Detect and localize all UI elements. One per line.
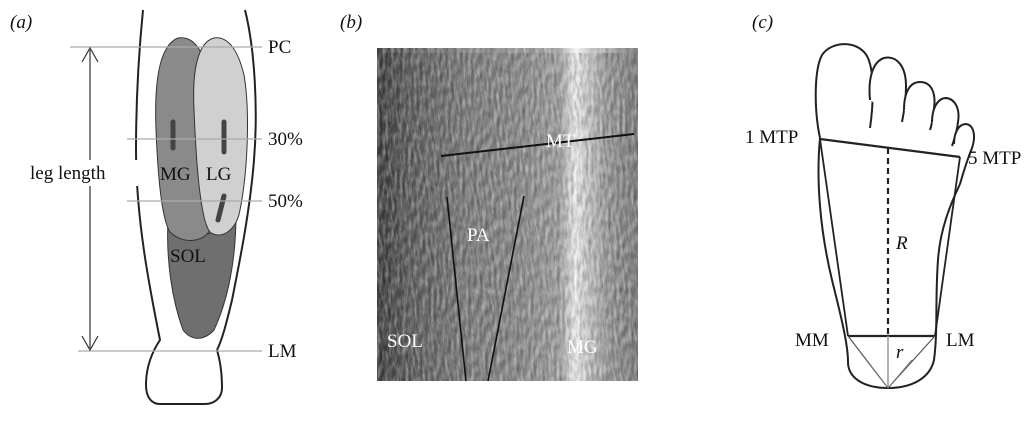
panel-c: (c) 1 MTP 5 MTP R r MM LM [745, 12, 1021, 390]
panel-c-tag: (c) [752, 12, 773, 33]
toe-3 [903, 80, 936, 131]
pa-line-right [487, 195, 525, 382]
sol-label-a: SOL [170, 246, 206, 267]
sol-label-b: SOL [387, 331, 423, 352]
lg-marker-lower [215, 193, 227, 223]
medial-line [819, 138, 849, 337]
r-label: r [896, 342, 904, 363]
lg-muscle [193, 37, 248, 236]
mt-line [440, 133, 635, 157]
foot-outline [817, 137, 961, 390]
label-30pct: 30% [268, 129, 303, 150]
heel-line-inner-right [887, 359, 913, 389]
R-label: R [895, 233, 908, 254]
lm-label-a: LM [268, 341, 297, 362]
panel-a: (a) leg length PC 30% 50% LM MG LG SOL [10, 9, 303, 405]
leg-length-label: leg length [30, 163, 106, 184]
panel-a-tag: (a) [10, 12, 32, 33]
leg-outline-left [134, 9, 224, 405]
mtp-line [819, 137, 961, 159]
pa-label: PA [467, 225, 490, 246]
mt-label: MT [546, 131, 575, 152]
lg-label-a: LG [206, 164, 232, 185]
mg-label-a: MG [160, 164, 191, 185]
mg-label-b: MG [567, 337, 598, 358]
toe-2 [868, 56, 908, 123]
mtp1-label: 1 MTP [745, 127, 798, 148]
panel-b: (b) MT PA SOL MG [340, 12, 638, 382]
toe-1 [814, 43, 874, 139]
pa-line-left [446, 196, 467, 382]
ultrasound-image [377, 48, 638, 381]
leg-length-label-bg [28, 160, 138, 186]
lm-label-c: LM [946, 330, 975, 351]
panel-b-tag: (b) [340, 12, 362, 33]
heel-line-inner-left [865, 359, 889, 389]
leg-outline-right [216, 9, 257, 351]
mtp5-label: 5 MTP [968, 148, 1021, 169]
arrow-head-bottom [81, 335, 99, 352]
lateral-line [934, 156, 961, 337]
arrow-head-top [81, 46, 99, 63]
pc-label: PC [268, 37, 291, 58]
label-50pct: 50% [268, 191, 303, 212]
mm-label: MM [795, 330, 829, 351]
